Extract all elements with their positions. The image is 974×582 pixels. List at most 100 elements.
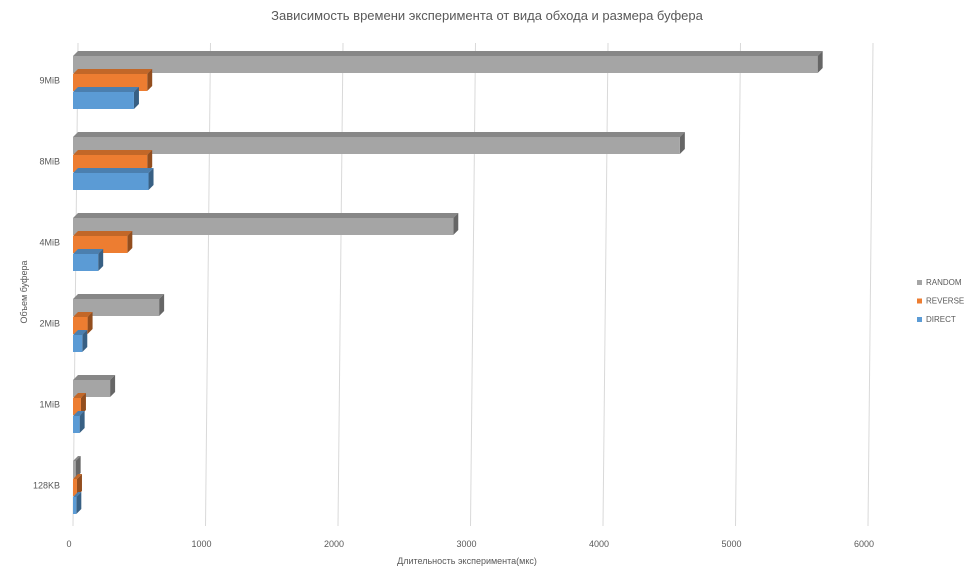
bar-side-face (133, 87, 139, 109)
y-tick-label: 2MiB (39, 319, 60, 329)
legend-swatch (917, 298, 922, 304)
bar-front-face (73, 92, 134, 109)
bar-top-face (73, 51, 823, 56)
bar-front-face (73, 299, 160, 316)
bar-reverse-1mib (73, 393, 86, 415)
bar-top-face (73, 168, 154, 173)
x-tick-label: 5000 (721, 539, 741, 549)
bar-side-face (679, 132, 685, 154)
gridline (470, 42, 476, 527)
y-axis-ticks: 128KB 1MiB 2MiB 4MiB 8MiB 9MiB (33, 76, 60, 491)
chart-title: Зависимость времени эксперимента от вида… (271, 8, 703, 23)
bar-front-face (73, 398, 81, 415)
gridline (337, 42, 344, 527)
gridline (735, 42, 741, 527)
bar-front-face (73, 479, 77, 496)
gridline (72, 42, 79, 527)
bar-top-face (73, 231, 133, 236)
bar-side-face (159, 294, 165, 316)
bar-side-face (98, 249, 104, 271)
bar-reverse-128kb (73, 474, 82, 496)
bar-front-face (73, 155, 148, 172)
bar-front-face (73, 497, 77, 514)
bar-front-face (73, 173, 149, 190)
y-tick-label: 9MiB (39, 76, 60, 86)
bar-top-face (73, 330, 88, 335)
bar-direct-9mib (73, 87, 139, 109)
bar-top-face (73, 474, 82, 479)
legend-label: REVERSE (926, 297, 964, 306)
bar-side-face (147, 69, 153, 91)
bar-side-face (453, 213, 459, 235)
bar-side-face (87, 312, 93, 334)
bar-top-face (73, 375, 116, 380)
x-tick-label: 1000 (191, 539, 211, 549)
bar-reverse-2mib (73, 312, 93, 334)
legend-item-direct: DIRECT (917, 315, 956, 324)
bar-top-face (73, 249, 104, 254)
x-tick-label: 4000 (589, 539, 609, 549)
bar-side-face (127, 231, 133, 253)
bar-front-face (73, 254, 99, 271)
bar-front-face (73, 380, 111, 397)
legend-label: RANDOM (926, 278, 962, 287)
gridline (602, 42, 609, 527)
bar-front-face (73, 236, 128, 253)
bar-random-128kb (73, 456, 81, 478)
bar-top-face (73, 411, 85, 416)
bar-side-face (75, 456, 81, 478)
bar-top-face (73, 69, 153, 74)
bar-front-face (73, 317, 88, 334)
bar-direct-1mib (73, 411, 85, 433)
bar-direct-4mib (73, 249, 104, 271)
y-axis-label: Объем буфера (19, 261, 29, 324)
bar-reverse-9mib (73, 69, 153, 91)
bar-direct-128kb (73, 492, 82, 514)
bar-top-face (73, 294, 165, 299)
bar-front-face (73, 335, 83, 352)
gridline (205, 42, 211, 527)
y-tick-label: 8MiB (39, 157, 60, 167)
x-tick-label: 3000 (456, 539, 476, 549)
x-axis-ticks: 0 1000 2000 3000 4000 5000 6000 (66, 539, 874, 549)
x-tick-label: 0 (66, 539, 71, 549)
bar-random-8mib (73, 132, 685, 154)
bar-top-face (73, 456, 81, 461)
x-axis-label: Длительность эксперимента(мкс) (397, 556, 537, 566)
bar-reverse-4mib (73, 231, 133, 253)
legend: RANDOM REVERSE DIRECT (917, 278, 964, 324)
bar-random-1mib (73, 375, 116, 397)
legend-item-reverse: REVERSE (917, 297, 964, 306)
bar-front-face (73, 218, 454, 235)
y-tick-label: 128KB (33, 481, 60, 491)
bar-front-face (73, 461, 76, 478)
x-tick-label: 6000 (854, 539, 874, 549)
bar-random-2mib (73, 294, 165, 316)
bar-front-face (73, 137, 680, 154)
bar-top-face (73, 393, 86, 398)
bar-side-face (76, 474, 82, 496)
bar-top-face (73, 150, 153, 155)
bar-direct-8mib (73, 168, 154, 190)
bar-side-face (110, 375, 116, 397)
y-tick-label: 1MiB (39, 400, 60, 410)
gridline (867, 42, 874, 527)
y-tick-label: 4MiB (39, 238, 60, 248)
bar-side-face (148, 168, 154, 190)
bar-direct-2mib (73, 330, 88, 352)
bar-top-face (73, 132, 685, 137)
legend-swatch (917, 317, 922, 322)
legend-label: DIRECT (926, 315, 956, 324)
bar-side-face (82, 330, 88, 352)
bar-random-4mib (73, 213, 459, 235)
legend-item-random: RANDOM (917, 278, 962, 287)
bar-front-face (73, 56, 818, 73)
bar-side-face (76, 492, 82, 514)
bar-side-face (817, 51, 823, 73)
bar-random-9mib (73, 51, 823, 73)
x-tick-label: 2000 (324, 539, 344, 549)
bar-top-face (73, 492, 82, 497)
bar-top-face (73, 312, 93, 317)
bar-side-face (80, 393, 86, 415)
